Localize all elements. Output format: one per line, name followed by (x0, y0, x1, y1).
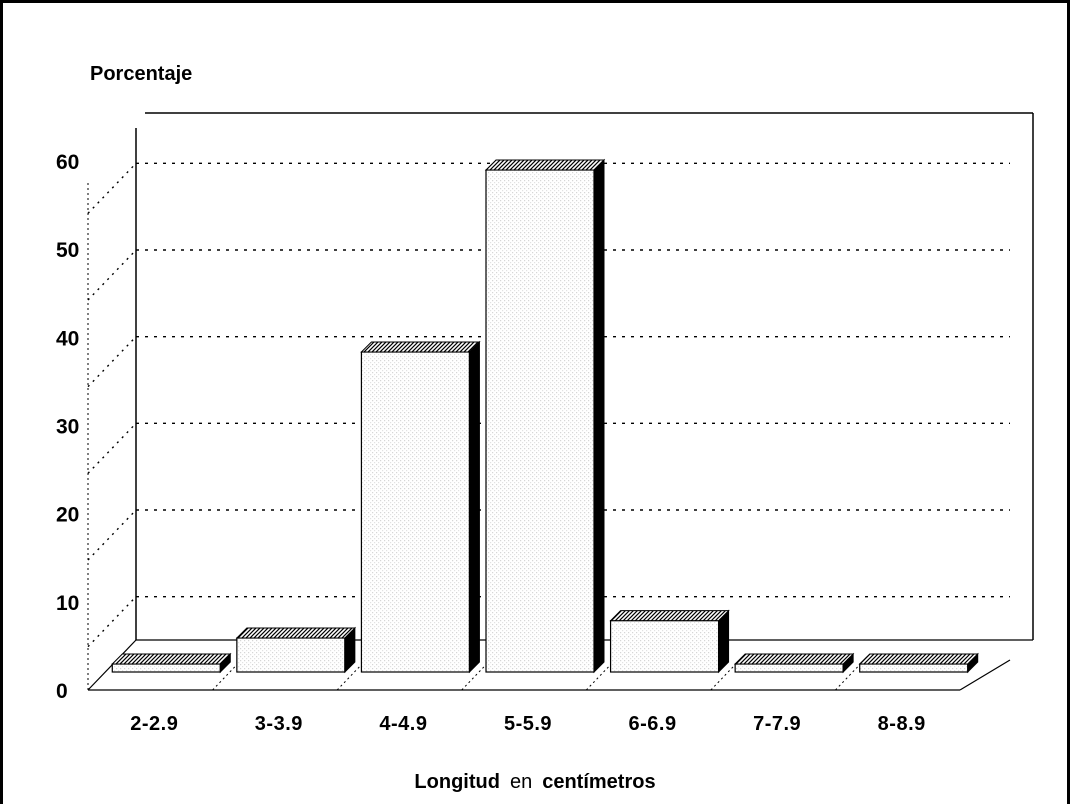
bar-front (859, 663, 969, 673)
gridlines (87, 162, 1010, 691)
floor-divider (336, 662, 364, 691)
gridline-diagonal (87, 162, 137, 214)
bar-front (609, 620, 720, 673)
x-axis-ticks: 2-2.9 3-3.9 4-4.9 5-5.9 6-6.9 7-7.9 8-8.9 (130, 713, 926, 735)
bar-top (484, 159, 606, 171)
x-axis-label-part-1: Longitud (414, 771, 500, 793)
floor-divider (710, 662, 738, 691)
x-tick-label: 8-8.9 (878, 713, 926, 735)
x-axis-label: Longitud en centímetros (414, 771, 655, 793)
bars (111, 158, 979, 674)
y-axis-ticks: 0 10 20 30 40 50 60 (56, 151, 79, 703)
x-tick-label: 6-6.9 (629, 713, 677, 735)
floor-divider (585, 662, 614, 691)
gridline-diagonal (87, 596, 137, 648)
x-tick-label: 7-7.9 (753, 713, 801, 735)
bar-front (360, 351, 471, 673)
bar-side (593, 158, 605, 674)
x-axis-label-part-3: centímetros (542, 771, 655, 793)
bar (360, 340, 481, 674)
gridline-diagonal (87, 336, 137, 388)
floor-divider (212, 662, 240, 691)
x-axis-label-part-2: en (510, 771, 532, 793)
bar (609, 609, 730, 674)
bar-top (360, 341, 481, 353)
x-tick-label: 4-4.9 (379, 713, 427, 735)
y-tick-label: 0 (56, 680, 68, 703)
x-tick-label: 5-5.9 (504, 713, 552, 735)
y-tick-label: 50 (56, 239, 79, 262)
bar-front (734, 663, 844, 673)
bar (733, 652, 855, 674)
bar (235, 626, 357, 674)
bar-front (485, 169, 595, 673)
bar-front (111, 663, 221, 673)
bar (858, 652, 979, 674)
floor-right-edge (959, 659, 1011, 691)
bar-top (111, 653, 232, 665)
bar-top (235, 627, 357, 639)
y-tick-label: 10 (56, 592, 79, 615)
gridline-diagonal (87, 422, 137, 474)
gridline-diagonal (87, 249, 137, 301)
y-tick-label: 30 (56, 416, 79, 439)
bar-front (236, 637, 346, 673)
bar (484, 158, 606, 674)
y-tick-label: 20 (56, 504, 79, 527)
y-tick-label: 40 (56, 327, 79, 350)
chart-title: Porcentaje (90, 63, 192, 85)
bar-side (468, 340, 480, 674)
x-tick-label: 2-2.9 (130, 713, 178, 735)
bar-top (609, 610, 730, 622)
bar-top (733, 653, 855, 665)
floor-divider (835, 662, 863, 691)
bar (111, 652, 232, 674)
x-tick-label: 3-3.9 (255, 713, 303, 735)
gridline-diagonal (87, 509, 137, 561)
floor-divider (461, 662, 489, 691)
bar-top (858, 653, 979, 665)
y-tick-label: 60 (56, 151, 79, 174)
